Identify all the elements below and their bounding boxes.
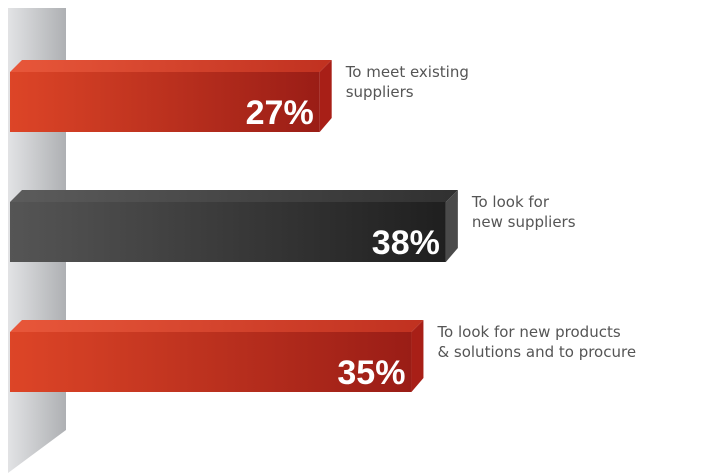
value-label: 35% [337,354,405,392]
category-label-new-suppliers: To look for new suppliers [471,193,576,231]
bar-front-face [10,72,320,132]
bar-front-face [10,202,446,262]
bar-front-face [10,332,412,392]
bar-top-face [10,190,458,202]
value-label: 27% [246,94,314,132]
bar-new-products: 35% [10,320,424,392]
bar-side-face [445,190,458,262]
bar-top-face [10,320,424,332]
bar-new-suppliers: 38% [10,190,458,262]
bar-top-face [10,60,332,72]
bar-side-face [319,60,332,132]
value-label: 38% [372,224,440,262]
bar-side-face [411,320,424,392]
bar-existing-suppliers: 27% [10,60,332,132]
category-label-existing-suppliers: To meet existing suppliers [345,63,469,101]
category-label-new-products: To look for new products & solutions and… [437,323,637,361]
bars-layer: 27% 38% 35% [10,60,458,392]
